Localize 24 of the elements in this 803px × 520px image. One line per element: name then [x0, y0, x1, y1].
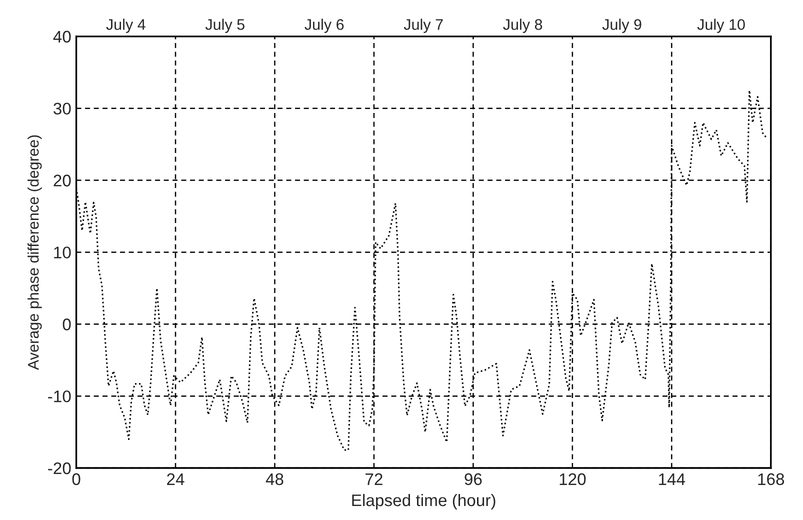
x-tick-label: 24 — [167, 473, 184, 485]
x-tick-label: 72 — [366, 473, 382, 485]
y-tick-label: 20 — [54, 174, 71, 186]
y-tick-label: 0 — [62, 318, 71, 330]
x-axis-title: Elapsed time (hour) — [352, 494, 496, 510]
text: July 10 — [697, 18, 745, 33]
x-tick-label: 0 — [72, 473, 80, 486]
x-tick-label: 120 — [560, 473, 586, 486]
y-axis-title: Average phase difference (degree) — [28, 135, 42, 370]
y-tick-label: -10 — [48, 390, 71, 402]
y-tick-label: 10 — [54, 246, 71, 258]
text: July 7 — [404, 18, 443, 33]
x-tick-label: 96 — [464, 473, 482, 486]
y-tick-label: 40 — [53, 30, 71, 43]
x-tick-label: 144 — [659, 473, 686, 485]
text: July 9 — [602, 18, 642, 33]
text: July 8 — [503, 18, 542, 33]
x-tick-label: 168 — [758, 473, 784, 486]
x-tick-label: 48 — [266, 473, 284, 486]
y-tick-label: 30 — [54, 102, 71, 115]
text: July 4 — [106, 18, 146, 33]
text: July 5 — [205, 18, 244, 33]
text: July 6 — [304, 18, 344, 33]
y-tick-label: -20 — [48, 462, 71, 474]
